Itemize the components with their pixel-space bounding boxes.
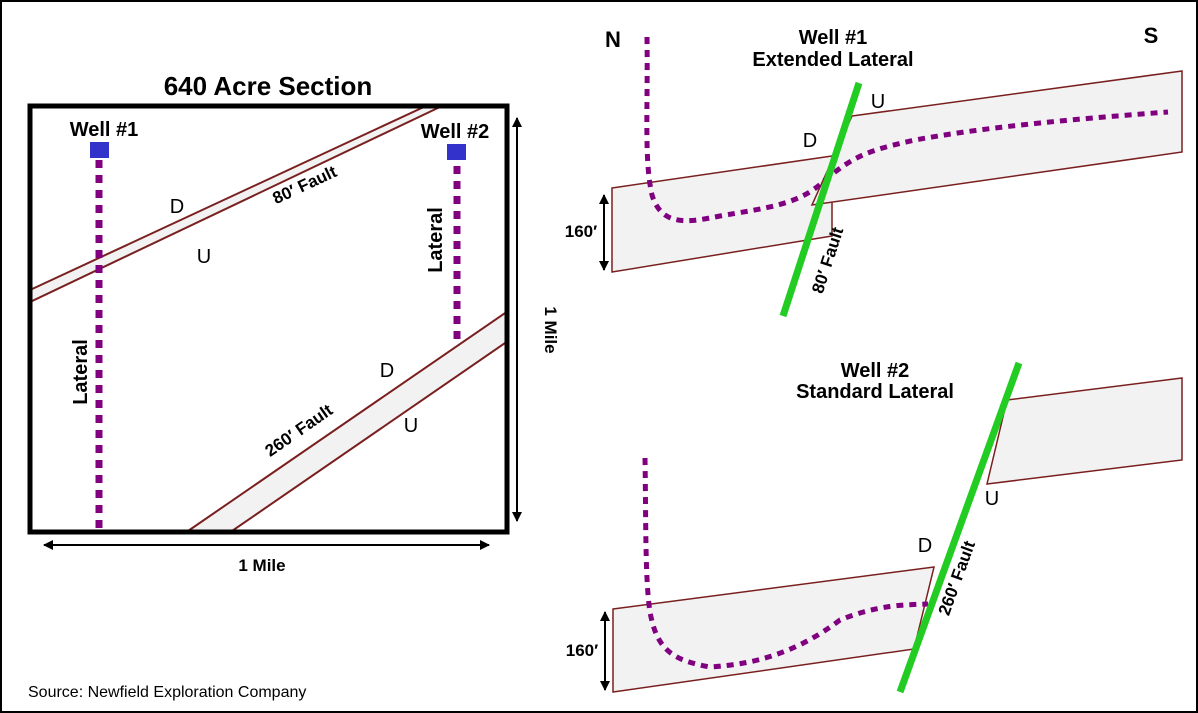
well2-marker (447, 144, 466, 160)
section2-title-line2: Standard Lateral (796, 381, 954, 403)
map-title: 640 Acre Section (164, 71, 373, 101)
south-label: S (1144, 23, 1159, 48)
section1-well-path (644, 36, 1169, 224)
section1-bed-hangingwall (810, 70, 1183, 206)
fault80-down-label: D (170, 196, 184, 218)
source-credit: Source: Newfield Exploration Company (28, 684, 306, 701)
section1-down-label: D (803, 130, 817, 152)
section2-title-line1: Well #2 (841, 360, 910, 382)
fault260-up-label: U (404, 415, 418, 437)
section1-title-line1: Well #1 (799, 27, 868, 49)
north-label: N (605, 27, 621, 52)
section2-up-label: U (985, 488, 999, 510)
section2-fault-line (896, 361, 1023, 694)
width-label: 1 Mile (238, 556, 285, 575)
well1-label: Well #1 (70, 119, 139, 141)
section2-bed-upthrown (986, 377, 1183, 485)
fault80-up-label: U (197, 246, 211, 268)
section-boundary (27, 103, 510, 535)
height-label: 1 Mile (541, 306, 560, 353)
fault260-down-label: D (380, 360, 394, 382)
lateral1-label: Lateral (70, 339, 92, 405)
well1-marker (90, 142, 109, 158)
section2-bed-downthrown (612, 566, 935, 693)
section2-well-path (642, 457, 929, 670)
section1-up-label: U (871, 91, 885, 113)
lateral2-label: Lateral (425, 207, 447, 273)
section1-fault-line (779, 81, 863, 318)
section2-thickness-label: 160′ (566, 641, 598, 660)
section1-thickness-label: 160′ (565, 222, 597, 241)
section1-bed-footwall (611, 155, 833, 273)
well2-label: Well #2 (421, 121, 490, 143)
fault-260-band (184, 309, 509, 532)
section2-down-label: D (918, 535, 932, 557)
section1-title-line2: Extended Lateral (752, 49, 913, 71)
